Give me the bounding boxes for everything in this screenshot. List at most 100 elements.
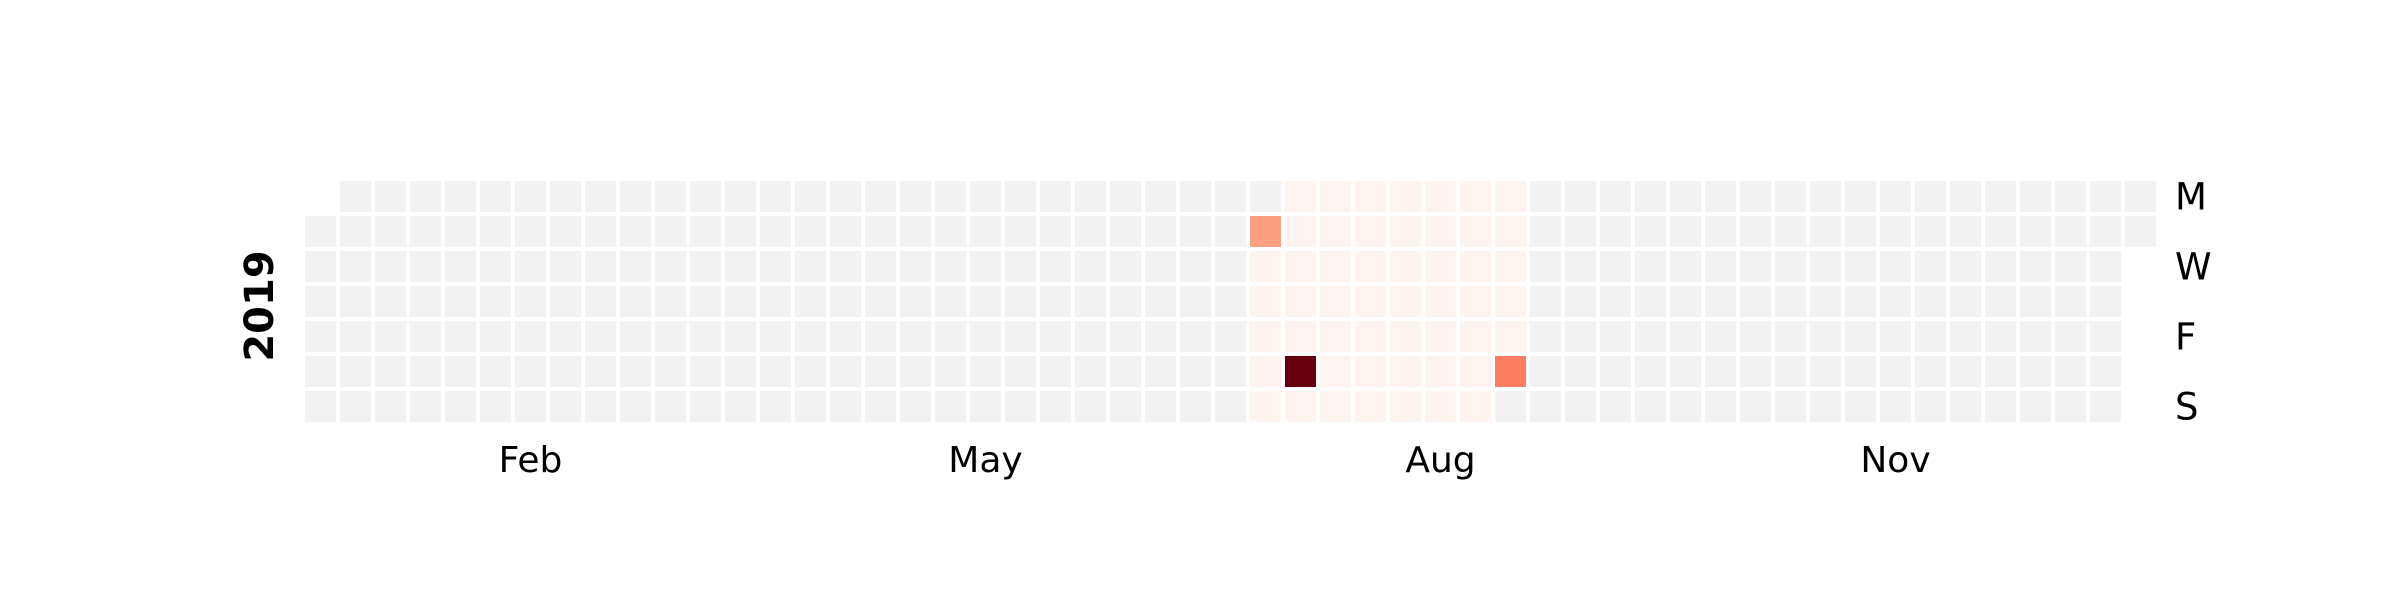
day-cell	[970, 286, 1001, 317]
day-cell	[970, 321, 1001, 352]
day-cell	[795, 181, 826, 212]
day-cell	[1600, 216, 1631, 247]
day-cell	[690, 181, 721, 212]
day-cell	[1915, 321, 1946, 352]
day-cell	[445, 181, 476, 212]
day-cell	[1600, 321, 1631, 352]
day-cell	[1250, 286, 1281, 317]
day-cell	[725, 321, 756, 352]
day-cell	[445, 216, 476, 247]
day-cell	[1215, 251, 1246, 282]
day-cell	[1005, 181, 1036, 212]
day-cell	[1600, 391, 1631, 422]
day-cell	[550, 251, 581, 282]
day-cell	[830, 286, 861, 317]
day-cell	[305, 321, 336, 352]
day-cell	[1635, 321, 1666, 352]
day-cell	[1390, 216, 1421, 247]
day-cell	[480, 356, 511, 387]
day-cell	[585, 251, 616, 282]
day-cell	[1775, 356, 1806, 387]
day-cell	[1950, 251, 1981, 282]
day-cell	[1040, 321, 1071, 352]
day-cell	[1040, 181, 1071, 212]
day-cell	[1005, 391, 1036, 422]
day-cell	[1775, 251, 1806, 282]
day-cell	[830, 391, 861, 422]
day-cell	[1285, 286, 1316, 317]
day-cell	[1320, 286, 1351, 317]
day-cell	[1635, 251, 1666, 282]
day-cell	[725, 286, 756, 317]
day-cell	[1775, 181, 1806, 212]
day-cell	[2125, 216, 2156, 247]
day-cell	[2090, 181, 2121, 212]
day-cell	[1285, 356, 1316, 387]
day-cell	[1425, 216, 1456, 247]
day-cell	[830, 321, 861, 352]
day-cell	[550, 216, 581, 247]
day-cell	[970, 391, 1001, 422]
day-cell	[760, 181, 791, 212]
day-cell	[900, 391, 931, 422]
day-cell	[1460, 321, 1491, 352]
day-cell	[1565, 321, 1596, 352]
day-cell	[305, 286, 336, 317]
day-cell	[515, 356, 546, 387]
day-cell	[1950, 391, 1981, 422]
day-cell	[1390, 321, 1421, 352]
day-cell	[2055, 251, 2086, 282]
month-label: Feb	[499, 440, 563, 481]
day-cell	[795, 251, 826, 282]
year-label: 2019	[237, 250, 283, 361]
day-cell	[410, 251, 441, 282]
day-cell	[1460, 391, 1491, 422]
day-cell	[935, 251, 966, 282]
day-cell	[1355, 181, 1386, 212]
day-cell	[1600, 286, 1631, 317]
day-cell	[865, 286, 896, 317]
day-cell	[1705, 391, 1736, 422]
day-cell	[1845, 286, 1876, 317]
day-cell	[1285, 181, 1316, 212]
day-cell	[655, 356, 686, 387]
day-cell	[1775, 321, 1806, 352]
day-cell	[830, 251, 861, 282]
day-cell	[1845, 321, 1876, 352]
day-cell	[1635, 216, 1666, 247]
day-cell	[1005, 216, 1036, 247]
day-cell	[375, 216, 406, 247]
day-cell	[1425, 181, 1456, 212]
day-cell	[1320, 321, 1351, 352]
day-cell	[1005, 321, 1036, 352]
day-cell	[550, 286, 581, 317]
day-cell	[1320, 356, 1351, 387]
day-cell	[1460, 286, 1491, 317]
day-cell	[585, 216, 616, 247]
day-cell	[690, 286, 721, 317]
day-cell	[1600, 251, 1631, 282]
day-cell	[795, 216, 826, 247]
day-cell	[2020, 356, 2051, 387]
day-cell	[1110, 251, 1141, 282]
day-cell	[1145, 216, 1176, 247]
day-cell	[515, 181, 546, 212]
day-cell	[1040, 356, 1071, 387]
month-label: May	[948, 440, 1022, 481]
day-cell	[1635, 286, 1666, 317]
day-cell	[1845, 251, 1876, 282]
day-cell	[1670, 251, 1701, 282]
day-cell	[795, 391, 826, 422]
day-cell	[515, 321, 546, 352]
day-cell	[1530, 286, 1561, 317]
day-cell	[375, 181, 406, 212]
day-cell	[1075, 356, 1106, 387]
day-cell	[1215, 391, 1246, 422]
day-cell	[410, 356, 441, 387]
day-cell	[1215, 356, 1246, 387]
day-cell	[1740, 216, 1771, 247]
day-cell	[515, 216, 546, 247]
day-cell	[1985, 321, 2016, 352]
day-cell	[1985, 356, 2016, 387]
